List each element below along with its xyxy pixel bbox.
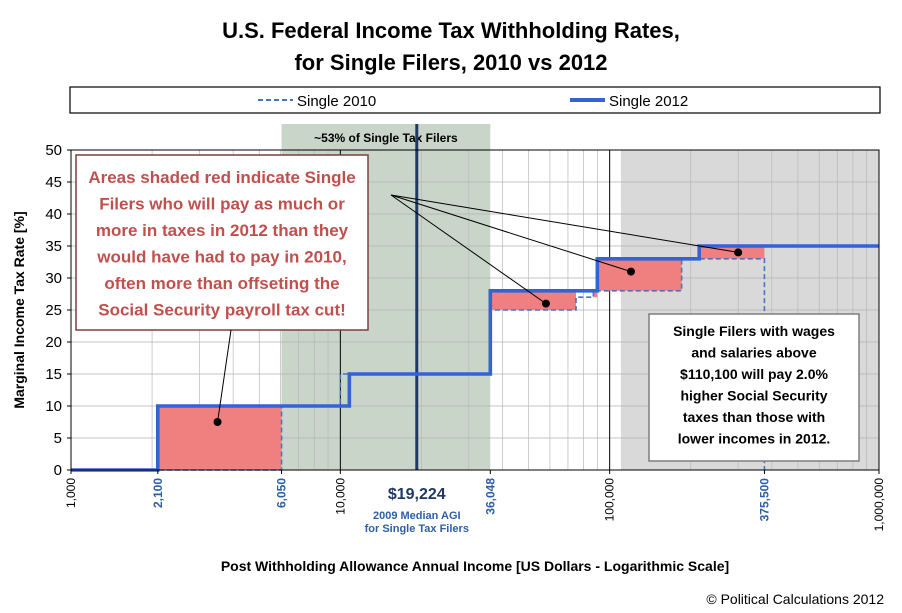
callout-gray-box [648,313,860,462]
red-shaded-regions [157,246,765,470]
y-tick-label: 50 [45,142,62,159]
series-lines [71,244,879,472]
y-tick-label: 20 [45,334,62,351]
callout-gray-line: taxes than those with [683,409,825,425]
x-tick-label-highlight: 6,050 [275,478,289,508]
callout-gray-line: $110,100 will pay 2.0% [680,366,828,382]
y-tick-label: 35 [45,238,62,255]
marker-dot [734,248,743,257]
y-tick-label: 0 [54,462,62,479]
y-tick-label: 25 [45,302,62,319]
x-tick-label: 1,000,000 [872,478,886,532]
y-tick-label: 45 [45,174,62,191]
y-axis-title: Marginal Income Tax Rate [%] [11,211,27,408]
callout-red-line: Filers who will pay as much or [99,195,345,214]
copyright-text: © Political Calculations 2012 [706,591,884,607]
callouts: Areas shaded red indicate Single Filers w… [75,154,860,462]
callout-red-line: more in taxes in 2012 than they [96,221,349,240]
y-tick-label: 30 [45,270,62,287]
x-tick-label-highlight: 2,100 [151,478,165,508]
callout-red-box [75,154,369,331]
pointer-line [390,194,547,305]
red-region [157,406,282,470]
callout-gray-line: higher Social Security [680,388,827,404]
series-line-2010 [71,257,766,471]
red-region [597,258,682,291]
median-caption-line: 2009 Median AGI [373,510,461,522]
marker-dot [541,299,550,308]
median-value-label: $19,224 [388,486,446,503]
x-tick-label-highlight: 375,500 [757,478,771,522]
callout-red-line: Areas shaded red indicate Single [88,168,355,187]
marker-dot [213,418,222,426]
y-tick-label: 5 [54,430,62,447]
pointer-line [390,194,739,253]
callout-gray-line: lower incomes in 2012. [678,431,831,447]
axes: 0 5 10 15 20 25 30 35 40 45 50 1,000 10,000 100,000 1,… [45,142,886,531]
x-axis-title: Post Withholding Allowance Annual Income… [221,558,729,574]
legend-label-2010: Single 2010 [297,93,376,110]
legend-box [69,86,881,114]
red-region [699,246,765,259]
green-band-label: ~53% of Single Tax Filers [314,131,458,145]
y-tick-label: 15 [45,366,62,383]
pointer-line [390,194,632,273]
x-tick-label: 10,000 [333,478,347,515]
marker-dot [626,267,635,276]
series-line-2012 [71,244,879,472]
x-tick-label: 1,000 [64,478,78,508]
x-tick-label: 100,000 [603,478,617,522]
chart-title-line-1: U.S. Federal Income Tax Withholding Rate… [222,18,680,43]
legend-label-2012: Single 2012 [609,93,688,110]
y-tick-label: 40 [45,206,62,223]
pointer-line [217,329,232,423]
callout-gray-line: and salaries above [691,345,817,361]
callout-red-line: would have had to pay in 2010, [96,248,346,267]
median-caption-line: for Single Tax Filers [365,523,469,535]
callout-red-line: Social Security payroll tax cut! [98,301,346,320]
x-tick-label-highlight: 36,048 [483,478,497,515]
y-tick-label: 10 [45,398,62,415]
chart-title-line-2: for Single Filers, 2010 vs 2012 [294,50,607,75]
callout-gray-line: Single Filers with wages [673,323,835,339]
callout-red-line: often more than offseting the [104,274,339,293]
